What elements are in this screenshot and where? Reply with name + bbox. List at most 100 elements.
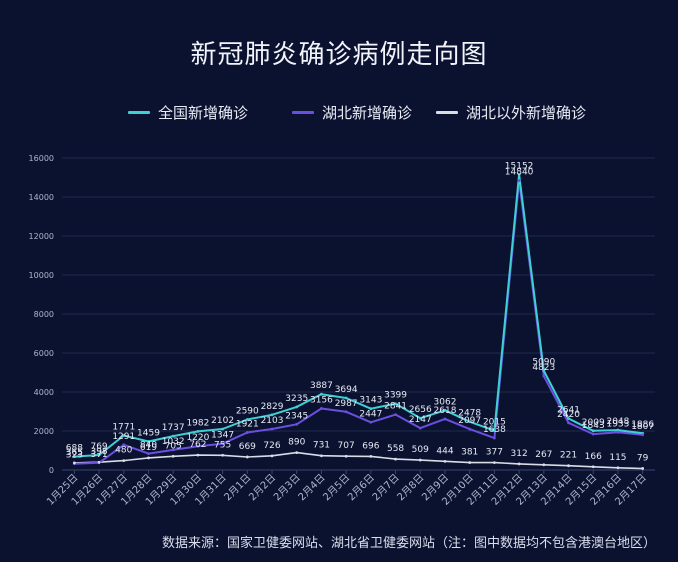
data-point-hubei — [171, 448, 175, 452]
data-point-outside-hubei — [295, 451, 299, 455]
data-label-national: 3235 — [285, 394, 308, 404]
data-label-hubei: 2420 — [557, 410, 580, 420]
data-label-hubei: 2987 — [335, 399, 358, 409]
data-point-hubei — [641, 433, 645, 437]
x-tick-label: 2月7日 — [370, 472, 402, 504]
data-point-outside-hubei — [641, 467, 645, 470]
data-point-outside-hubei — [221, 453, 225, 457]
data-point-hubei — [344, 410, 348, 414]
data-label-hubei: 2103 — [261, 416, 284, 426]
data-label-national: 5090 — [532, 358, 555, 368]
y-tick-label: 2000 — [34, 427, 54, 436]
data-label-hubei: 2841 — [384, 402, 407, 412]
data-point-outside-hubei — [369, 455, 373, 458]
data-point-hubei — [245, 431, 249, 434]
data-point-outside-hubei — [542, 463, 546, 467]
data-point-outside-hubei — [97, 460, 101, 464]
data-point-hubei — [567, 421, 570, 425]
data-label-outside-hubei: 726 — [263, 441, 280, 451]
data-label-national: 1982 — [186, 418, 209, 428]
data-point-outside-hubei — [492, 461, 496, 465]
data-label-national: 688 — [66, 444, 83, 454]
data-label-national: 2015 — [483, 418, 506, 428]
data-point-outside-hubei — [72, 461, 76, 465]
x-tick-label: 2月3日 — [271, 472, 303, 504]
data-point-national — [171, 434, 175, 438]
data-point-hubei — [591, 432, 595, 436]
data-point-national — [567, 417, 570, 420]
data-label-outside-hubei: 619 — [140, 443, 157, 453]
data-point-hubei — [295, 422, 299, 426]
data-point-hubei — [270, 427, 274, 431]
data-label-hubei: 2447 — [359, 409, 382, 419]
data-label-national: 3399 — [384, 391, 407, 401]
data-label-outside-hubei: 480 — [115, 446, 132, 456]
data-label-outside-hubei: 755 — [214, 440, 231, 450]
data-label-outside-hubei: 444 — [436, 446, 453, 456]
data-label-national: 2656 — [409, 405, 432, 415]
data-point-hubei — [616, 430, 620, 434]
data-label-hubei: 2147 — [409, 415, 432, 425]
data-label-national: 3887 — [310, 381, 333, 391]
data-point-national — [591, 429, 595, 433]
data-point-hubei — [196, 444, 200, 448]
y-tick-label: 0 — [49, 466, 54, 475]
data-point-outside-hubei — [517, 462, 521, 466]
series-line-outside-hubei — [74, 451, 643, 470]
data-label-hubei: 1933 — [606, 419, 629, 429]
data-label-outside-hubei: 509 — [412, 445, 429, 455]
data-label-hubei: 2097 — [458, 416, 481, 426]
data-label-national: 769 — [90, 442, 107, 452]
data-point-national — [196, 429, 200, 433]
data-label-national: 2102 — [211, 416, 234, 426]
legend-item-national[interactable]: 全国新增确诊 — [128, 100, 248, 124]
y-tick-label: 4000 — [34, 388, 54, 397]
data-label-hubei: 371 — [90, 450, 107, 460]
data-label-national: 3143 — [359, 396, 382, 406]
data-label-outside-hubei: 312 — [511, 449, 528, 459]
data-label-hubei: 1291 — [112, 432, 135, 442]
data-label-hubei: 1638 — [483, 425, 506, 435]
data-label-hubei: 1807 — [631, 422, 654, 432]
data-label-hubei: 1843 — [582, 421, 605, 431]
data-label-national: 1886 — [631, 420, 654, 430]
data-point-outside-hubei — [616, 466, 620, 470]
data-label-outside-hubei: 669 — [239, 442, 256, 452]
data-point-national — [97, 453, 101, 457]
data-point-outside-hubei — [122, 459, 126, 463]
data-label-hubei: 2618 — [434, 406, 457, 416]
x-tick-label: 2月5日 — [321, 472, 353, 504]
legend-item-outside-hubei[interactable]: 湖北以外新增确诊 — [436, 100, 586, 124]
data-point-hubei — [369, 420, 373, 424]
data-label-national: 2048 — [606, 417, 629, 427]
data-point-outside-hubei — [443, 459, 447, 463]
y-tick-label: 16000 — [29, 154, 54, 163]
data-label-national: 2478 — [458, 409, 481, 419]
data-label-national: 1771 — [112, 422, 135, 432]
legend-swatch-hubei — [292, 110, 314, 114]
chart-legend: 全国新增确诊 湖北新增确诊 湖北以外新增确诊 — [0, 100, 678, 124]
data-point-hubei — [147, 452, 150, 456]
data-label-outside-hubei: 398 — [90, 447, 107, 457]
legend-swatch-national — [128, 110, 150, 114]
data-point-national — [443, 408, 447, 412]
legend-item-hubei[interactable]: 湖北新增确诊 — [292, 100, 412, 124]
y-tick-label: 8000 — [34, 310, 54, 319]
chart-title: 新冠肺炎确诊病例走向图 — [190, 40, 488, 70]
data-point-hubei — [492, 436, 496, 440]
data-point-hubei — [468, 427, 472, 431]
data-point-national — [245, 418, 249, 421]
data-point-national — [418, 416, 422, 420]
data-point-hubei — [122, 443, 126, 447]
data-point-national — [468, 420, 472, 424]
data-label-outside-hubei: 79 — [637, 453, 649, 463]
data-point-national — [492, 429, 496, 433]
data-source-note: 数据来源：国家卫健委网站、湖北省卫健委网站（注：图中数据均不包含港澳台地区） — [161, 536, 656, 551]
legend-swatch-outside-hubei — [436, 110, 458, 114]
data-label-hubei: 4823 — [532, 363, 555, 373]
data-point-outside-hubei — [270, 454, 274, 458]
data-point-hubei — [517, 179, 521, 183]
data-label-hubei: 1347 — [211, 431, 234, 441]
